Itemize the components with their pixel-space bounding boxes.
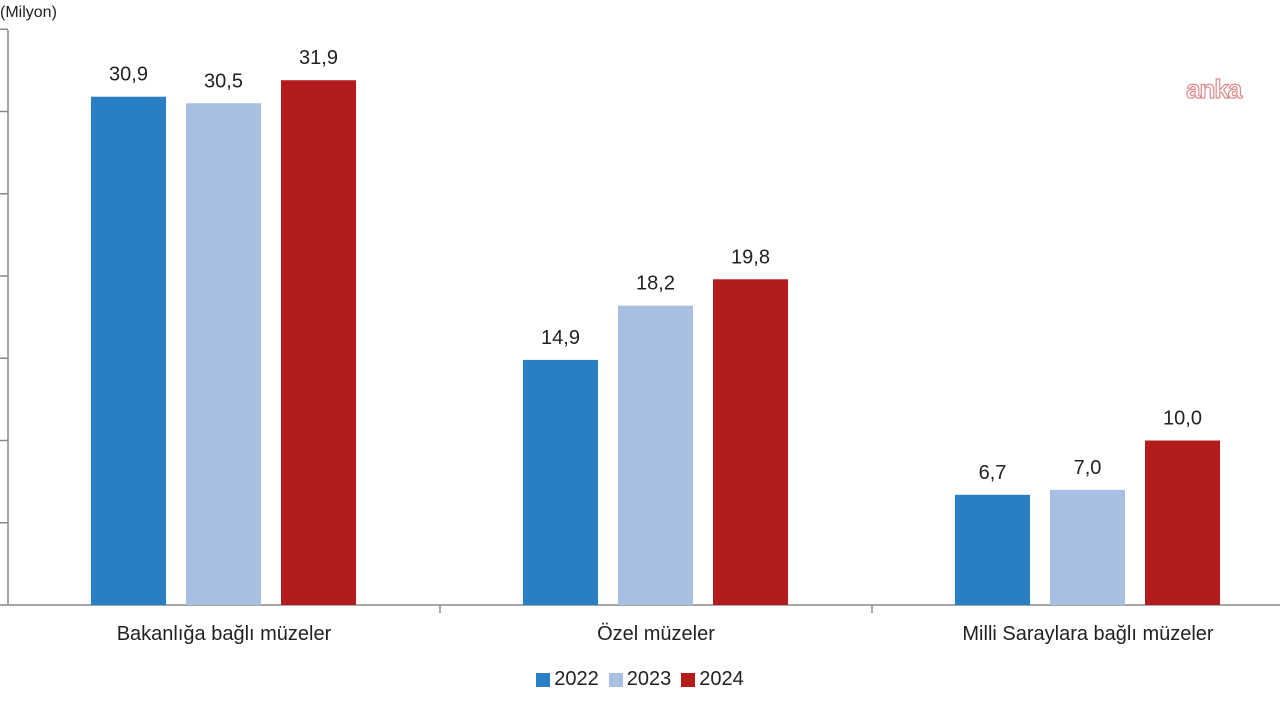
chart-legend: 2022 2023 2024 <box>0 668 1280 691</box>
data-label: 6,7 <box>979 462 1007 484</box>
data-label: 18,2 <box>636 273 675 295</box>
y-axis-unit-label: (Milyon) <box>0 4 57 21</box>
data-label: 30,5 <box>204 70 243 92</box>
data-label: 30,9 <box>109 64 148 86</box>
legend-label: 2022 <box>554 668 599 690</box>
data-label: 7,0 <box>1074 457 1102 479</box>
category-label: Milli Saraylara bağlı müzeler <box>962 623 1214 645</box>
bar-2022 <box>91 96 166 605</box>
bar-2023 <box>1050 489 1125 605</box>
data-label: 14,9 <box>541 327 580 349</box>
category-label: Özel müzeler <box>597 623 715 645</box>
bar-2022 <box>955 494 1030 605</box>
bar-2023 <box>186 103 261 606</box>
bar-2024 <box>1145 440 1220 605</box>
legend-swatch <box>681 672 696 687</box>
anka-watermark-logo: anka <box>1185 73 1242 104</box>
data-label: 19,8 <box>731 246 770 268</box>
bar-2022 <box>523 359 598 605</box>
bar-2023 <box>618 305 693 605</box>
bar-2024 <box>713 279 788 605</box>
bar-2024 <box>281 80 356 606</box>
legend-label: 2024 <box>699 668 744 690</box>
legend-item-2024: 2024 <box>681 668 744 691</box>
category-label: Bakanlığa bağlı müzeler <box>117 623 332 645</box>
legend-label: 2023 <box>626 668 672 690</box>
legend-item-2023: 2023 <box>608 668 672 691</box>
legend-swatch <box>608 672 623 687</box>
legend-swatch <box>536 672 551 687</box>
legend-item-2022: 2022 <box>536 668 599 691</box>
data-label: 31,9 <box>299 47 338 69</box>
data-label: 10,0 <box>1163 408 1202 430</box>
